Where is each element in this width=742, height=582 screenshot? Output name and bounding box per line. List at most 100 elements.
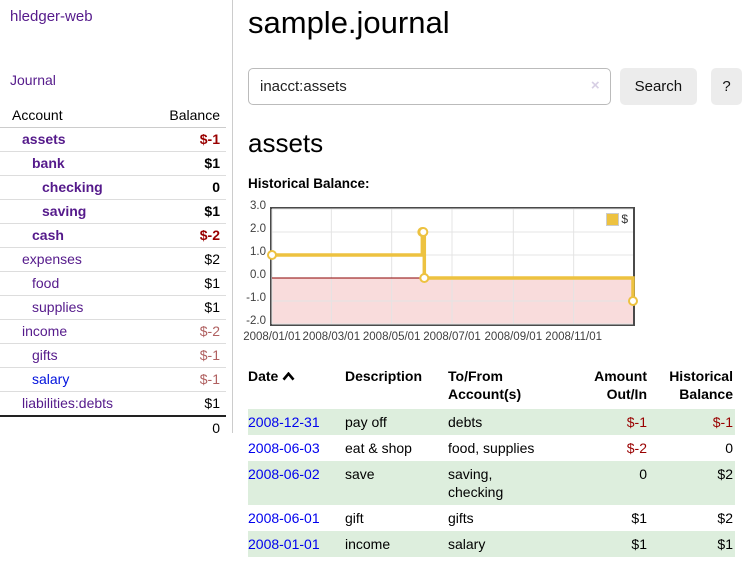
y-tick-label: 0.0 bbox=[250, 269, 266, 281]
transaction-amount: $-2 bbox=[626, 440, 647, 456]
account-balance: $-1 bbox=[149, 343, 226, 368]
register-row: 2008-06-01 gift gifts $1 $2 bbox=[248, 505, 735, 531]
register-table: Date Description To/From Account(s) Amou… bbox=[248, 365, 735, 557]
search-wrap: × bbox=[248, 68, 611, 105]
account-row-checking: checking 0 bbox=[0, 175, 226, 200]
page-title: sample.journal bbox=[248, 5, 450, 40]
brand-link[interactable]: hledger-web bbox=[10, 8, 93, 25]
chart-title: Historical Balance: bbox=[248, 176, 370, 191]
y-tick-label: 2.0 bbox=[250, 223, 266, 235]
account-link-gifts[interactable]: gifts bbox=[32, 347, 58, 363]
transaction-description: eat & shop bbox=[345, 440, 412, 456]
transaction-amount: $1 bbox=[573, 531, 649, 557]
x-tick-label: 2008/07/01 bbox=[423, 331, 481, 343]
transaction-accounts: salary bbox=[448, 531, 573, 557]
account-row-expenses: expenses $2 bbox=[0, 247, 226, 272]
account-balance: 0 bbox=[149, 175, 226, 200]
chevron-up-icon bbox=[282, 371, 295, 381]
account-link-bank[interactable]: bank bbox=[32, 155, 65, 171]
account-balance: $-2 bbox=[149, 223, 226, 248]
transaction-balance: $-1 bbox=[649, 409, 735, 435]
transaction-accounts: saving, checking bbox=[448, 461, 573, 505]
main-content: sample.journal × Search ? assets Histori… bbox=[243, 0, 742, 557]
transaction-accounts: debts bbox=[448, 409, 573, 435]
account-balance: $-2 bbox=[149, 319, 226, 344]
transaction-description: pay off bbox=[345, 409, 448, 435]
transaction-amount: $-1 bbox=[573, 409, 649, 435]
register-header-balance: Historical Balance bbox=[669, 368, 733, 402]
y-tick-label: -1.0 bbox=[246, 292, 266, 304]
clear-search-icon[interactable]: × bbox=[590, 77, 600, 94]
transaction-balance: $1 bbox=[649, 531, 735, 557]
account-link-supplies[interactable]: supplies bbox=[32, 299, 84, 315]
register-row: 2008-06-02 save saving, checking 0 $2 bbox=[248, 461, 735, 505]
account-row-assets: assets $-1 bbox=[0, 127, 226, 152]
account-link-income[interactable]: income bbox=[22, 323, 68, 339]
transaction-description: gift bbox=[345, 510, 364, 526]
help-button[interactable]: ? bbox=[711, 68, 742, 105]
register-header-amount: Amount Out/In bbox=[594, 368, 647, 402]
search-button[interactable]: Search bbox=[619, 68, 698, 105]
register-header-date[interactable]: Date bbox=[248, 365, 345, 409]
transaction-accounts: food, supplies bbox=[448, 440, 535, 456]
x-tick-label: 2008/09/01 bbox=[484, 331, 543, 343]
transaction-balance: $2 bbox=[717, 510, 733, 526]
account-link-food[interactable]: food bbox=[32, 275, 60, 291]
sidebar: hledger-web Journal Account Balance asse… bbox=[0, 0, 233, 440]
accounts-table: Account Balance assets $-1 bank $1 checkin… bbox=[0, 104, 226, 440]
account-link-checking[interactable]: checking bbox=[42, 179, 103, 195]
account-link-assets[interactable]: assets bbox=[22, 131, 66, 147]
account-balance: $1 bbox=[149, 271, 226, 296]
account-balance: $1 bbox=[149, 295, 226, 320]
account-link-expenses[interactable]: expenses bbox=[22, 251, 82, 267]
account-balance: $-1 bbox=[149, 127, 226, 152]
transaction-balance: 0 bbox=[725, 440, 733, 456]
y-tick-label: -2.0 bbox=[246, 315, 266, 327]
transaction-amount: 0 bbox=[573, 461, 649, 505]
account-link-cash[interactable]: cash bbox=[32, 227, 64, 243]
account-row-cash: cash $-2 bbox=[0, 223, 226, 248]
register-header-accounts: To/From Account(s) bbox=[448, 368, 522, 402]
account-link-salary[interactable]: salary bbox=[32, 371, 70, 387]
accounts-header-account: Account bbox=[0, 104, 150, 128]
account-row-saving: saving $1 bbox=[0, 199, 226, 224]
account-balance: $1 bbox=[149, 151, 226, 176]
account-balance: $-1 bbox=[149, 367, 226, 392]
historical-balance-chart: 3.0 2.0 1.0 0.0 -1.0 -2.0 $ 2008/01/01 2008/03… bbox=[240, 200, 742, 345]
register-header-description: Description bbox=[345, 368, 423, 384]
account-link-liabilities-debts[interactable]: liabilities:debts bbox=[22, 395, 114, 411]
x-tick-label: 2008/03/01 bbox=[302, 331, 361, 343]
transaction-description: save bbox=[345, 461, 448, 505]
y-tick-label: 3.0 bbox=[250, 200, 266, 212]
legend-label: $ bbox=[621, 212, 628, 226]
transaction-date-link[interactable]: 2008-06-02 bbox=[248, 466, 320, 482]
x-tick-label: 2008/11/01 bbox=[545, 331, 603, 343]
register-row: 2008-06-03 eat & shop food, supplies $-2… bbox=[248, 435, 735, 461]
transaction-amount: $1 bbox=[631, 510, 647, 526]
account-row-liabilities-debts: liabilities:debts $1 bbox=[0, 391, 226, 417]
account-row-bank: bank $1 bbox=[0, 151, 226, 176]
search-input[interactable] bbox=[248, 68, 611, 105]
register-row: 2008-01-01 income salary $1 $1 bbox=[248, 531, 735, 557]
accounts-header-balance: Balance bbox=[149, 104, 226, 128]
transaction-date-link[interactable]: 2008-01-01 bbox=[248, 536, 320, 552]
chart-legend: $ bbox=[606, 212, 628, 226]
transaction-balance: $2 bbox=[649, 461, 735, 505]
transaction-date-link[interactable]: 2008-06-03 bbox=[248, 440, 320, 456]
transaction-accounts: gifts bbox=[448, 510, 474, 526]
x-tick-label: 2008/01/01 bbox=[243, 331, 301, 343]
account-link-saving[interactable]: saving bbox=[42, 203, 87, 219]
register-row: 2008-12-31 pay off debts $-1 $-1 bbox=[248, 409, 735, 435]
transaction-description: income bbox=[345, 531, 448, 557]
account-row-income: income $-2 bbox=[0, 319, 226, 344]
accounts-total: 0 bbox=[149, 415, 226, 440]
account-balance: $1 bbox=[149, 199, 226, 224]
sidebar-item-journal[interactable]: Journal bbox=[10, 72, 56, 88]
account-balance: $2 bbox=[149, 247, 226, 272]
transaction-date-link[interactable]: 2008-06-01 bbox=[248, 510, 320, 526]
accounts-total-row: 0 bbox=[0, 415, 226, 440]
y-tick-label: 1.0 bbox=[250, 246, 266, 258]
account-row-supplies: supplies $1 bbox=[0, 295, 226, 320]
transaction-date-link[interactable]: 2008-12-31 bbox=[248, 414, 320, 430]
account-row-gifts: gifts $-1 bbox=[0, 343, 226, 368]
